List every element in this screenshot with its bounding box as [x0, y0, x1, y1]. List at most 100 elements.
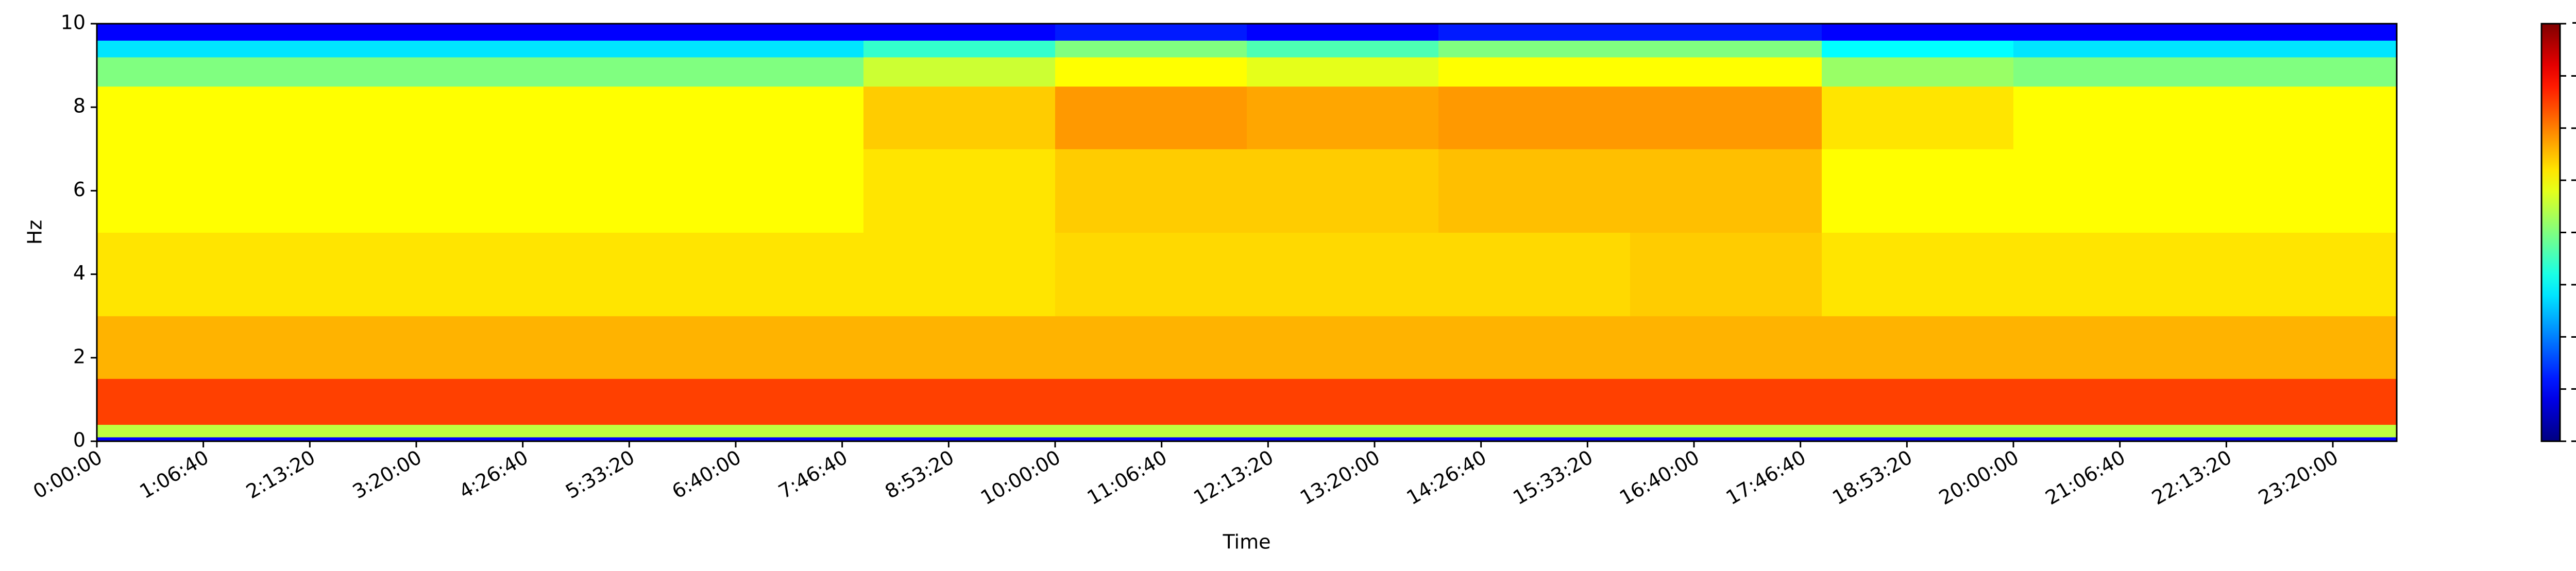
- spectrogram-cell: [2205, 149, 2397, 233]
- x-tick-label: 13:20:00: [1296, 446, 1384, 509]
- spectrogram-cell: [1247, 149, 1439, 233]
- spectrogram-cell: [672, 378, 864, 425]
- spectrogram-cell: [1822, 149, 2014, 233]
- spectrogram-cell: [1055, 57, 1247, 87]
- spectrogram-cell: [863, 57, 1056, 87]
- spectrogram-cell: [2205, 232, 2397, 317]
- spectrogram-cell: [480, 232, 672, 317]
- y-tick-label: 2: [73, 345, 86, 368]
- colorbar-tick-label: -30 dB: [2570, 168, 2576, 191]
- spectrogram-cell: [2013, 378, 2206, 425]
- spectrogram-cell: [1822, 57, 2014, 87]
- spectrogram-cell: [289, 378, 481, 425]
- spectrogram-cell: [289, 437, 481, 442]
- spectrogram-cell: [97, 24, 289, 41]
- spectrogram-cell: [1438, 232, 1631, 317]
- spectrogram-cell: [1247, 40, 1439, 58]
- spectrogram-cell: [1055, 316, 1247, 379]
- x-tick-label: 23:20:00: [2255, 446, 2342, 509]
- x-tick-label: 20:00:00: [1935, 446, 2023, 509]
- spectrogram-cell: [97, 40, 289, 58]
- x-tick-label: 21:06:40: [2042, 446, 2129, 509]
- spectrogram-cell: [1438, 316, 1631, 379]
- spectrogram-cell: [2013, 437, 2206, 442]
- spectrogram-cell: [1438, 86, 1631, 149]
- spectrogram-cell: [1822, 232, 2014, 317]
- x-tick-label: 4:26:40: [455, 446, 532, 503]
- spectrogram-cell: [1247, 24, 1439, 41]
- spectrogram-cell: [863, 232, 1056, 317]
- spectrogram-cell: [1055, 149, 1247, 233]
- spectrogram-cell: [1630, 316, 1822, 379]
- spectrogram-cell: [1822, 86, 2014, 149]
- x-tick-label: 15:33:20: [1509, 446, 1597, 509]
- spectrogram-cell: [97, 424, 289, 438]
- spectrogram-cell: [2013, 24, 2206, 41]
- spectrogram-cell: [863, 24, 1056, 41]
- y-tick-label: 6: [73, 178, 86, 201]
- spectrogram-cell: [480, 149, 672, 233]
- plot-frame: [96, 23, 2398, 442]
- x-tick-label: 18:53:20: [1828, 446, 1916, 509]
- spectrogram-cell: [1630, 40, 1822, 58]
- spectrogram-cell: [289, 149, 481, 233]
- spectrogram-cell: [2013, 57, 2206, 87]
- x-axis-label: Time: [1223, 531, 1271, 553]
- colorbar-tick-label: -60 dB: [2570, 324, 2576, 347]
- spectrogram-cell: [1822, 24, 2014, 41]
- colorbar: [2540, 23, 2561, 442]
- colorbar-tick-label: +0 dB: [2570, 11, 2576, 34]
- colorbar-tick-label: -40 dB: [2570, 220, 2576, 243]
- spectrogram-cell: [1438, 437, 1631, 442]
- y-tick-label: 8: [73, 95, 86, 117]
- spectrogram-cell: [2205, 316, 2397, 379]
- colorbar-tick-label: -50 dB: [2570, 272, 2576, 295]
- spectrogram-cell: [2013, 86, 2206, 149]
- spectrogram-cell: [1822, 40, 2014, 58]
- spectrogram-cell: [1247, 57, 1439, 87]
- spectrogram-cell: [1630, 57, 1822, 87]
- spectrogram-cell: [2205, 86, 2397, 149]
- spectrogram-cell: [480, 40, 672, 58]
- spectrogram-cell: [1630, 24, 1822, 41]
- spectrogram-cell: [863, 424, 1056, 438]
- spectrogram-cell: [2205, 57, 2397, 87]
- x-tick-label: 10:00:00: [977, 446, 1064, 509]
- spectrogram-cell: [1438, 424, 1631, 438]
- spectrogram-cell: [672, 232, 864, 317]
- spectrogram-cell: [480, 437, 672, 442]
- spectrogram-cell: [1055, 424, 1247, 438]
- y-tick-label: 4: [73, 262, 86, 284]
- spectrogram-cell: [672, 437, 864, 442]
- spectrogram-cell: [2013, 424, 2206, 438]
- x-tick-label: 7:46:40: [775, 446, 852, 503]
- spectrogram-cell: [672, 316, 864, 379]
- x-tick-label: 12:13:20: [1190, 446, 1277, 509]
- spectrogram-cell: [1630, 86, 1822, 149]
- spectrogram-cell: [1630, 232, 1822, 317]
- spectrogram-cell: [1630, 437, 1822, 442]
- spectrogram-cell: [672, 424, 864, 438]
- spectrogram-cell: [2205, 378, 2397, 425]
- spectrogram-cell: [1247, 424, 1439, 438]
- spectrogram-cell: [672, 40, 864, 58]
- spectrogram-cell: [672, 86, 864, 149]
- spectrogram-cell: [480, 57, 672, 87]
- spectrogram-cell: [480, 424, 672, 438]
- spectrogram-cell: [289, 24, 481, 41]
- colorbar-tick-label: -80 dB: [2570, 429, 2576, 452]
- spectrogram-cell: [289, 424, 481, 438]
- spectrogram-cell: [1438, 24, 1631, 41]
- spectrogram-cell: [1438, 149, 1631, 233]
- spectrogram-cell: [1247, 232, 1439, 317]
- spectrogram-cell: [1055, 437, 1247, 442]
- x-tick-label: 3:20:00: [349, 446, 426, 503]
- colorbar-tick-label: -20 dB: [2570, 115, 2576, 138]
- x-tick-label: 8:53:20: [881, 446, 958, 503]
- spectrogram-cell: [2013, 40, 2206, 58]
- spectrogram-cell: [1438, 40, 1631, 58]
- colorbar-tick-label: -10 dB: [2570, 63, 2576, 86]
- spectrogram-cell: [480, 86, 672, 149]
- spectrogram-cell: [2205, 424, 2397, 438]
